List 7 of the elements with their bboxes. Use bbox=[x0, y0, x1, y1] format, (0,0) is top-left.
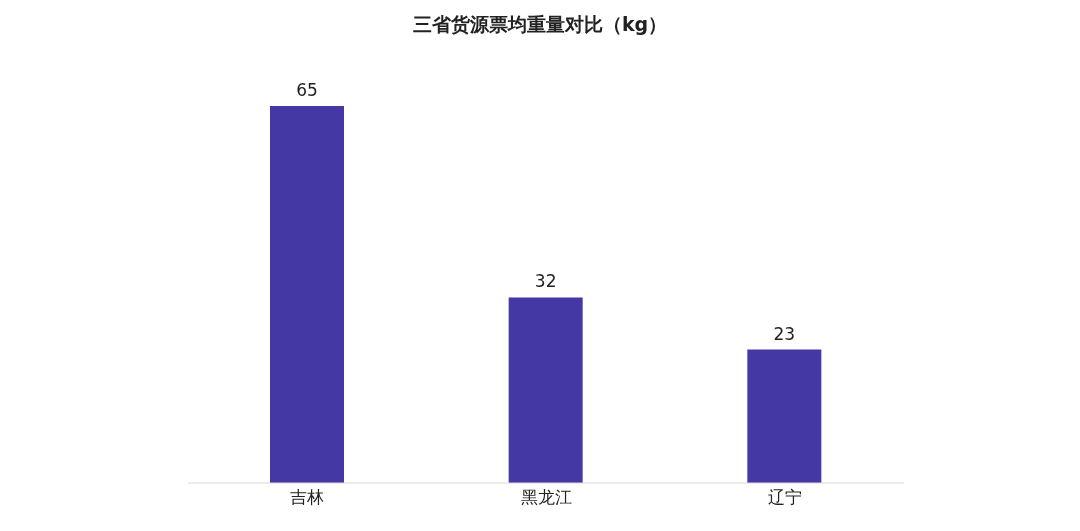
x-tick-label: 黑龙江 bbox=[520, 487, 572, 508]
x-tick-label: 吉林 bbox=[290, 487, 325, 508]
data-label: 65 bbox=[296, 80, 318, 100]
data-label: 32 bbox=[534, 271, 557, 292]
data-label: 23 bbox=[773, 323, 796, 344]
x-tick-label: 辽宁 bbox=[767, 487, 802, 508]
chart-title: 三省货源票均重量对比（kg） bbox=[411, 12, 669, 37]
